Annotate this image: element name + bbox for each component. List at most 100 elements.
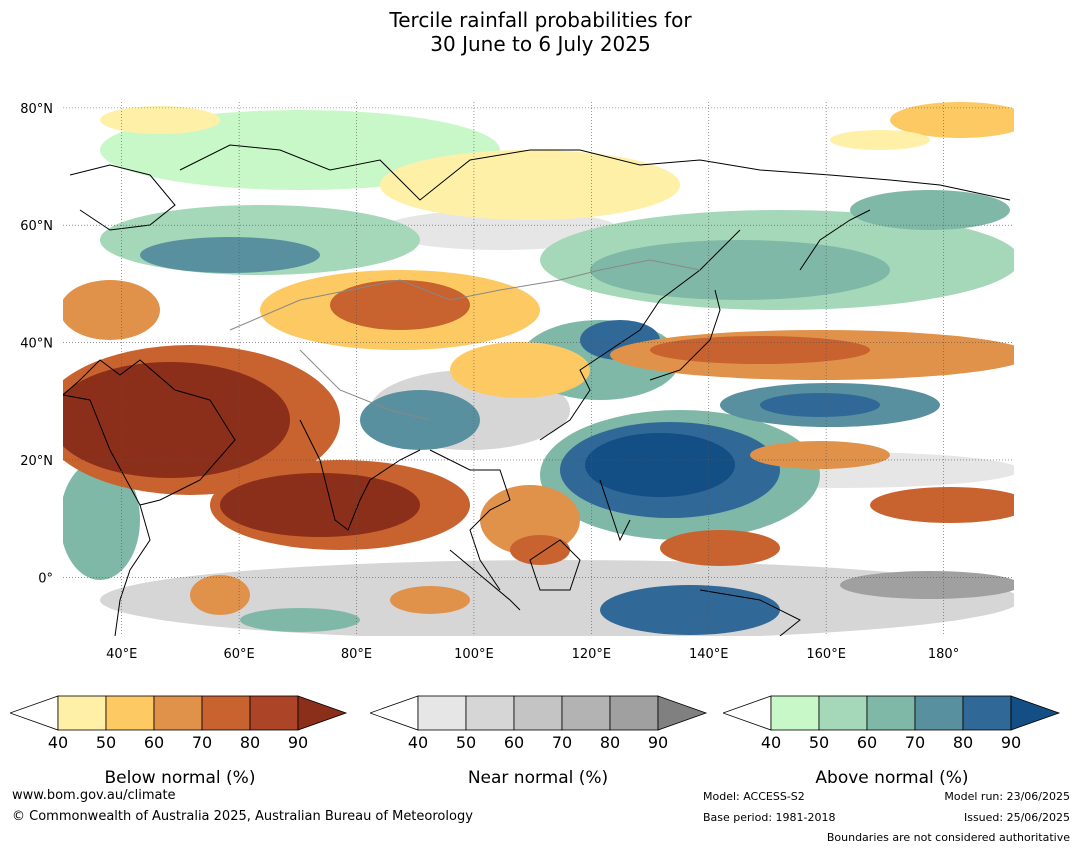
below-normal-region [380,150,680,220]
coastline-borneo [529,539,581,591]
colorbar-segment [465,695,515,731]
issued-date: Issued: 25/06/2025 [963,811,1070,824]
near-normal-region [840,571,1014,599]
colorbar-segment [561,695,611,731]
latitude-labels: 80°N 60°N 40°N 20°N 0° [20,102,53,586]
colorbar-tick-label: 80 [953,733,973,752]
base-period: Base period: 1981-2018 [703,811,836,824]
colorbar-above-title: Above normal (%) [815,768,969,788]
longitude-tick-label: 140°E [689,647,729,662]
colorbar-tick-label: 40 [408,733,428,752]
coastline-philippines [599,479,631,542]
below-normal-region [750,441,890,469]
below-normal-region [450,342,590,398]
colorbar-near-title: Near normal (%) [467,768,609,788]
colorbar-near: 40 50 60 70 80 90 [368,690,710,760]
coastline-japan [649,289,721,381]
coastline-china [539,229,741,441]
below-normal-region [830,130,930,150]
coastline-arctic [179,144,1011,201]
colorbar-tick-label: 60 [857,733,877,752]
country-borders [229,259,701,421]
below-normal-region [220,473,420,537]
colorbar-segment [417,695,467,731]
coastline-kamchatka [799,209,871,271]
colorbar-tick-label: 60 [504,733,524,752]
colorbar-segment [818,695,868,731]
colorbar-tick-label: 70 [552,733,572,752]
longitude-tick-label: 80°E [341,647,372,662]
website-link[interactable]: www.bom.gov.au/climate [12,788,176,803]
below-normal-region [510,535,570,565]
below-normal-region [890,102,1014,138]
above-normal-region [760,393,880,417]
title-line-1: Tercile rainfall probabilities for [389,8,692,32]
colorbar-segment [866,695,916,731]
latitude-tick-label: 40°N [20,337,53,352]
border-line [229,269,601,331]
longitude-tick-label: 160°E [806,647,846,662]
coastline-sumatra [449,549,521,611]
colorbar-upper-extend [297,695,348,731]
below-normal-region [63,280,160,340]
colorbar-near-svg: 40 50 60 70 80 90 [368,695,708,752]
below-normal-region [63,362,290,478]
colorbar-lower-extend [8,695,59,731]
colorbar-segment [513,695,563,731]
colorbar-tick-label: 90 [1001,733,1021,752]
title-line-2: 30 June to 6 July 2025 [430,32,651,56]
coastline-new-guinea [699,589,801,636]
colorbar-below: 40 50 60 70 80 90 [8,690,350,760]
colorbar-tick-label: 60 [144,733,164,752]
coastline-india [299,419,421,531]
colorbar-tick-label: 70 [905,733,925,752]
coastlines [63,144,1011,636]
map-area: 40°E 60°E 80°E 100°E 120°E 140°E 160°E 180° 80°… [20,102,1014,662]
copyright-text: © Commonwealth of Australia 2025, Austra… [12,809,473,824]
colorbar-below-svg: 40 50 60 70 80 90 [8,695,348,752]
colorbar-upper-extend [657,695,708,731]
border-line [599,259,701,271]
rainfall-probability-map: 40°E 60°E 80°E 100°E 120°E 140°E 160°E 180° 80°… [20,102,1014,662]
latitude-tick-label: 60°N [20,219,53,234]
colorbar-segment [201,695,251,731]
longitude-labels: 40°E 60°E 80°E 100°E 120°E 140°E 160°E 180° [106,647,959,662]
colorbar-above-svg: 40 50 60 70 80 90 [721,695,1061,752]
above-normal-region [590,240,890,300]
below-normal-region [870,487,1014,523]
colorbar-segment [914,695,964,731]
colorbar-tick-label: 80 [240,733,260,752]
coastline-scandinavia [69,164,176,231]
above-normal-region [240,608,360,632]
below-normal-region [190,575,250,615]
graticule [63,102,1014,636]
above-normal-region [850,190,1010,230]
colorbar-lower-extend [721,695,772,731]
colorbar-tick-label: 40 [48,733,68,752]
colorbar-below-title: Below normal (%) [104,768,256,788]
colorbar-tick-label: 50 [96,733,116,752]
colorbar-tick-label: 90 [648,733,668,752]
colorbar-tick-label: 90 [288,733,308,752]
colorbar-tick-label: 80 [600,733,620,752]
coastline-indochina [429,449,511,591]
colorbar-tick-label: 70 [192,733,212,752]
latitude-tick-label: 0° [38,571,53,586]
colorbar-tick-label: 50 [456,733,476,752]
latitude-tick-label: 80°N [20,102,53,117]
above-normal-region [63,460,140,580]
model-run-date: Model run: 23/06/2025 [944,790,1070,803]
above-normal-region [140,237,320,273]
colorbar-tick-label: 40 [761,733,781,752]
model-name: Model: ACCESS-S2 [703,790,805,803]
below-normal-region [100,106,220,134]
colorbar-upper-extend [1010,695,1061,731]
below-normal-region [330,280,470,330]
colorbar-segment [57,695,107,731]
coastline-arabia-africa [63,359,236,506]
probability-fields [63,102,1014,636]
map-title: Tercile rainfall probabilities for 30 Ju… [0,8,1081,56]
colorbar-segment [153,695,203,731]
longitude-tick-label: 120°E [572,647,612,662]
above-normal-region [585,433,735,497]
